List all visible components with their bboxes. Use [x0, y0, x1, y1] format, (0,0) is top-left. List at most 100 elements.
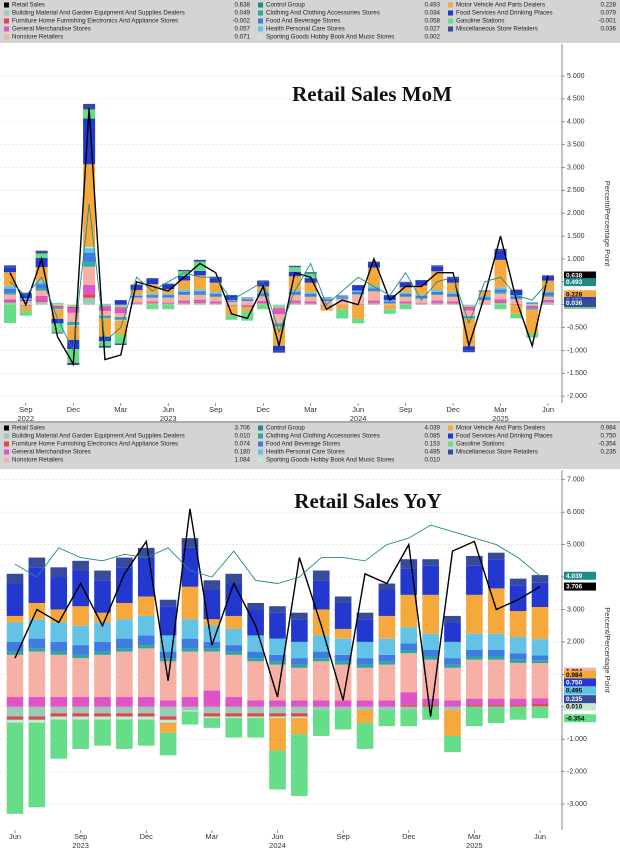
bar-segment	[116, 619, 133, 639]
bar-segment	[510, 313, 523, 319]
bar-segment	[178, 290, 191, 292]
bar-segment	[526, 306, 539, 309]
bar-segment	[462, 306, 475, 308]
legend-label: Sporting Goods Hobby Book And Music Stor…	[266, 34, 394, 41]
bar-segment	[272, 304, 286, 309]
x-year-label: 2023	[72, 841, 89, 850]
bar-segment	[225, 706, 243, 714]
bar-segment	[72, 645, 89, 655]
value-flag	[564, 271, 596, 280]
bar-segment	[399, 281, 412, 283]
bar-segment	[399, 301, 412, 304]
bar-segment	[494, 287, 507, 290]
legend-value: 3.706	[235, 425, 251, 432]
bar-segment	[269, 638, 286, 655]
bar-segment	[181, 619, 199, 639]
bar-segment	[98, 345, 111, 348]
bar-segment	[510, 290, 523, 296]
y-tick-label: 1.500	[567, 233, 585, 240]
bar-segment	[181, 648, 199, 652]
bar-segment	[334, 700, 352, 707]
bar-segment	[130, 290, 143, 295]
bar-segment	[541, 302, 555, 305]
bar-segment	[356, 700, 374, 707]
x-tick-label: Dec	[140, 832, 154, 841]
value-flag	[564, 670, 596, 679]
bar-segment	[269, 700, 286, 707]
bar-segment	[378, 710, 396, 727]
bar-segment	[51, 306, 64, 309]
bar-segment	[114, 307, 127, 309]
bar-segment	[181, 709, 199, 712]
bar-segment	[288, 267, 301, 272]
bar-segment	[98, 307, 111, 312]
legend-swatch	[448, 18, 453, 24]
bar-segment	[116, 638, 133, 649]
bar-segment	[72, 719, 89, 749]
bar-segment	[50, 654, 68, 698]
bar-segment	[494, 259, 507, 288]
bar-segment	[72, 654, 89, 659]
legend-value: 0.010	[425, 457, 441, 464]
value-flag	[564, 695, 596, 704]
bar-segment	[28, 638, 46, 649]
bar-segment	[67, 322, 80, 325]
bar-segment	[162, 295, 175, 298]
bar-segment	[288, 294, 301, 296]
bar-segment	[137, 697, 155, 707]
bar-segment	[509, 705, 527, 707]
bar-segment	[178, 280, 191, 290]
bar-segment	[137, 648, 155, 698]
bar-segment	[415, 294, 428, 296]
bar-segment	[466, 659, 483, 699]
bar-segment	[526, 302, 539, 304]
bar-segment	[444, 664, 461, 668]
bar-segment	[531, 582, 549, 608]
bar-segment	[356, 710, 374, 723]
x-tick-label: Dec	[402, 832, 416, 841]
legend-value: 0.034	[425, 10, 441, 17]
bar-segment	[291, 706, 308, 714]
bar-segment	[35, 284, 48, 289]
bar-segment	[181, 711, 199, 725]
bar-segment	[72, 713, 89, 717]
bar-segment	[378, 664, 396, 701]
legend-label: Control Group	[266, 425, 305, 432]
x-tick-label: Mar	[304, 405, 317, 414]
bar-segment	[6, 722, 24, 814]
bar-segment	[137, 713, 155, 717]
bar-segment	[67, 312, 80, 323]
bar-segment	[114, 308, 127, 314]
bar-segment	[367, 303, 380, 305]
bar-segment	[116, 648, 133, 652]
bar-segment	[35, 300, 48, 302]
bar-segment	[19, 292, 32, 294]
legend-value: -0.001	[598, 18, 616, 25]
bar-segment	[415, 295, 428, 299]
chart-title: Retail Sales YoY	[294, 489, 441, 513]
bar-segment	[447, 282, 460, 292]
bar-segment	[304, 272, 317, 274]
legend-swatch	[4, 425, 9, 431]
bar-segment	[415, 280, 428, 286]
bar-segment	[466, 706, 483, 727]
bar-segment	[431, 303, 444, 305]
value-flag	[564, 278, 596, 287]
bar-segment	[526, 333, 539, 338]
bar-segment	[50, 706, 68, 714]
bar-segment	[336, 304, 349, 310]
series-line	[14, 508, 541, 717]
bar-segment	[415, 298, 428, 304]
legend-label: Food Services And Drinking Places	[456, 10, 553, 17]
legend-label: General Merchandise Stores	[12, 26, 91, 33]
bar-segment	[494, 299, 507, 302]
chart-title: Retail Sales MoM	[292, 82, 452, 106]
bar-segment	[378, 583, 396, 590]
x-tick-label: Jun	[534, 832, 546, 841]
bar-segment	[28, 619, 46, 639]
legend-swatch	[4, 18, 9, 24]
x-year-label: 2022	[17, 414, 34, 423]
bar-segment	[6, 716, 24, 720]
bar-segment	[3, 293, 17, 295]
bar-segment	[383, 301, 396, 304]
